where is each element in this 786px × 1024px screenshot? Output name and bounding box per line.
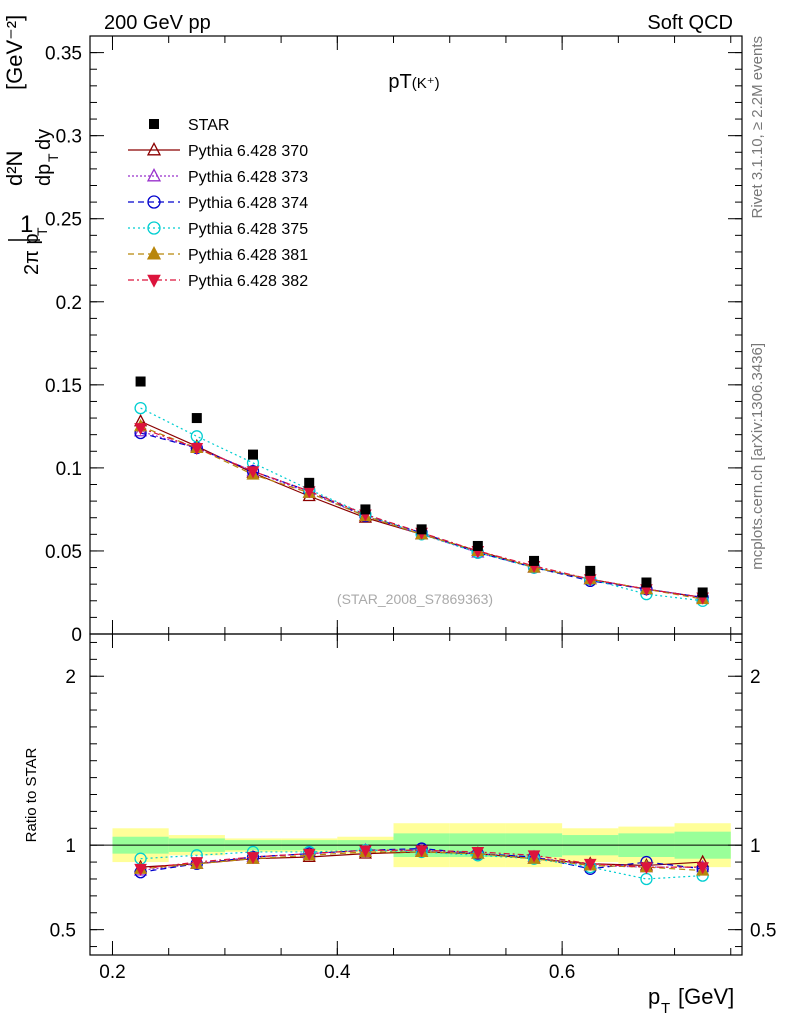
series-point xyxy=(134,423,147,436)
ratio-series-point xyxy=(302,848,316,861)
y-tick-label: 0.3 xyxy=(56,127,82,148)
x-tick-label: 0.4 xyxy=(324,962,351,983)
ratio-tick-label-right: 1 xyxy=(750,836,761,857)
data-point xyxy=(697,587,708,598)
data-point xyxy=(135,376,146,387)
legend-entry-series: Pythia 6.428 381 xyxy=(128,246,308,264)
y-tick-label: 0.25 xyxy=(45,210,82,231)
legend-entry-series: Pythia 6.428 375 xyxy=(128,221,308,238)
legend-marker xyxy=(146,168,162,182)
legend-marker xyxy=(147,195,161,209)
legend-entry-series: Pythia 6.428 382 xyxy=(128,273,308,290)
data-point xyxy=(585,565,596,576)
ratio-tick-label-right: 0.5 xyxy=(750,921,776,942)
legend-entry-series: Pythia 6.428 370 xyxy=(128,142,308,160)
ratio-series-point xyxy=(246,852,260,865)
legend-marker xyxy=(149,119,159,129)
ratio-tick-label: 0.5 xyxy=(50,921,76,942)
ratio-series-point xyxy=(471,847,485,860)
y-tick-label: 0 xyxy=(71,625,82,646)
header-left: 200 GeV pp xyxy=(104,12,211,34)
x-axis-label: p T [GeV] xyxy=(648,984,734,1017)
y-tick-label: 0.05 xyxy=(45,542,82,563)
chart-title: pT(K⁺) xyxy=(388,71,439,93)
series-line xyxy=(140,425,703,600)
series-line xyxy=(140,432,703,599)
legend-marker xyxy=(147,274,161,288)
data-point xyxy=(304,477,315,488)
ratio-tick-label-right: 2 xyxy=(750,667,761,688)
data-point xyxy=(360,504,371,515)
legend-entry-data: STAR xyxy=(149,117,229,134)
header-right: Soft QCD xyxy=(647,12,733,34)
legend-marker xyxy=(147,221,161,235)
svg-text:dy: dy xyxy=(33,129,55,150)
legend-entry-series: Pythia 6.428 374 xyxy=(128,195,308,212)
source-label: mcplots.cern.ch [arXiv:1306.3436] xyxy=(749,343,766,570)
series-line xyxy=(140,430,703,599)
y-tick-label: 0.15 xyxy=(45,376,82,397)
legend-label: Pythia 6.428 370 xyxy=(188,143,308,160)
y-tick-label: 0.35 xyxy=(45,44,82,65)
data-point xyxy=(529,555,540,566)
ratio-series-point xyxy=(190,857,204,870)
legend-label: Pythia 6.428 381 xyxy=(188,247,308,264)
legend-label: Pythia 6.428 375 xyxy=(188,221,308,238)
series-line xyxy=(140,427,703,599)
series-point xyxy=(134,401,147,415)
analysis-watermark: (STAR_2008_S7869363) xyxy=(337,591,493,607)
y-tick-label: 0.1 xyxy=(56,459,82,480)
ratio-series-point xyxy=(696,862,709,875)
ratio-series-point xyxy=(527,850,541,863)
ratio-series-point xyxy=(134,863,147,876)
ratio-tick-label: 1 xyxy=(65,836,76,857)
ratio-axis-label: Ratio to STAR xyxy=(23,747,40,842)
data-point xyxy=(472,540,483,551)
series-point xyxy=(190,443,204,456)
svg-text:T: T xyxy=(661,1000,670,1017)
rivet-version: Rivet 3.1.10, ≥ 2.2M events xyxy=(749,36,766,219)
legend-label: Pythia 6.428 373 xyxy=(188,169,308,186)
series-point xyxy=(246,466,260,479)
ratio-series-point xyxy=(415,845,428,858)
svg-text:T: T xyxy=(45,153,61,162)
svg-text:T: T xyxy=(34,227,50,236)
svg-text:d²N: d²N xyxy=(2,151,27,186)
legend-label: Pythia 6.428 382 xyxy=(188,273,308,290)
y-tick-label: 0.2 xyxy=(56,293,82,314)
legend-label: Pythia 6.428 374 xyxy=(188,195,308,212)
legend-entry-series: Pythia 6.428 373 xyxy=(128,168,308,186)
legend-marker xyxy=(146,246,162,260)
series-line xyxy=(140,407,703,602)
data-point xyxy=(641,577,652,588)
ratio-tick-label: 2 xyxy=(65,667,76,688)
ratio-plot-frame xyxy=(89,633,743,956)
data-point xyxy=(248,449,258,460)
series-line xyxy=(140,420,703,599)
ratio-series-point xyxy=(359,845,372,858)
ratio-series-point xyxy=(640,872,653,886)
svg-text:[GeV]: [GeV] xyxy=(678,984,734,1009)
data-point xyxy=(416,524,427,535)
svg-text:2π p: 2π p xyxy=(21,233,43,275)
ratio-series-point xyxy=(640,862,653,875)
y-axis-label: 1 2π p T d²N [GeV⁻²] dp T dy xyxy=(2,15,61,275)
svg-text:pT(K⁺): pT(K⁺) xyxy=(388,71,439,93)
legend-marker xyxy=(146,142,162,156)
svg-text:p: p xyxy=(648,984,660,1009)
ratio-series-point xyxy=(583,858,597,871)
x-tick-label: 0.2 xyxy=(99,962,125,983)
x-tick-label: 0.6 xyxy=(549,962,575,983)
data-point xyxy=(191,413,202,424)
svg-text:[GeV⁻²]: [GeV⁻²] xyxy=(2,15,27,90)
svg-text:dp: dp xyxy=(33,164,55,186)
legend-label: STAR xyxy=(188,117,229,134)
svg-text:1: 1 xyxy=(20,211,33,238)
